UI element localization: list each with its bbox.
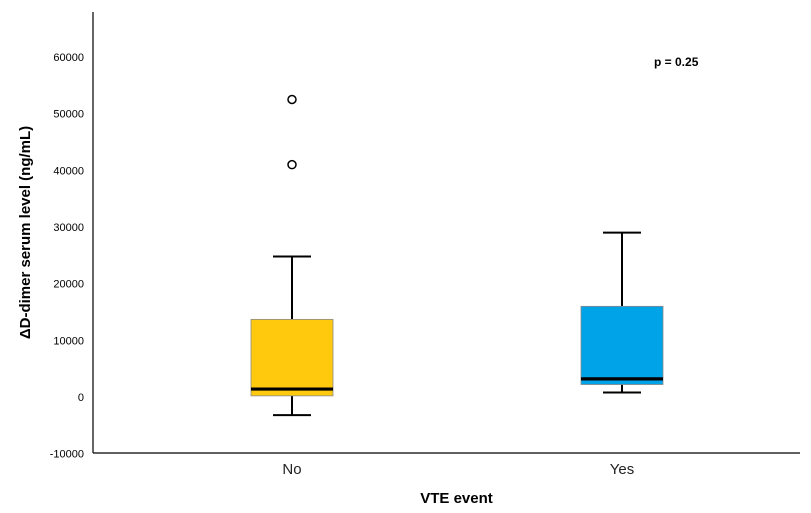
x-tick-label: Yes xyxy=(610,461,634,478)
outlier-point xyxy=(287,159,297,170)
y-tick-label: 20000 xyxy=(53,279,84,291)
outlier-point xyxy=(287,94,297,105)
x-axis-title: VTE event xyxy=(420,490,493,507)
y-tick-label: 0 xyxy=(78,392,84,404)
x-tick-label: No xyxy=(282,461,301,478)
y-tick-label: -10000 xyxy=(50,449,84,461)
iqr-box xyxy=(250,318,334,397)
y-axis: -10000 0 10000 20000 30000 40000 50000 60000 xyxy=(50,12,94,461)
y-tick-label: 40000 xyxy=(53,165,84,177)
y-axis-title: ΔD-dimer serum level (ng/mL) xyxy=(17,126,34,339)
box-yes xyxy=(580,231,664,394)
y-tick-label: 60000 xyxy=(53,52,84,64)
y-tick-label: 50000 xyxy=(53,109,84,121)
box-no xyxy=(250,94,334,417)
y-tick-label: 30000 xyxy=(53,222,84,234)
x-axis: No Yes xyxy=(93,452,800,478)
y-tick-label: 10000 xyxy=(53,335,84,347)
iqr-box xyxy=(580,305,664,385)
p-value-annotation: p = 0.25 xyxy=(654,55,699,69)
boxes xyxy=(250,94,664,417)
